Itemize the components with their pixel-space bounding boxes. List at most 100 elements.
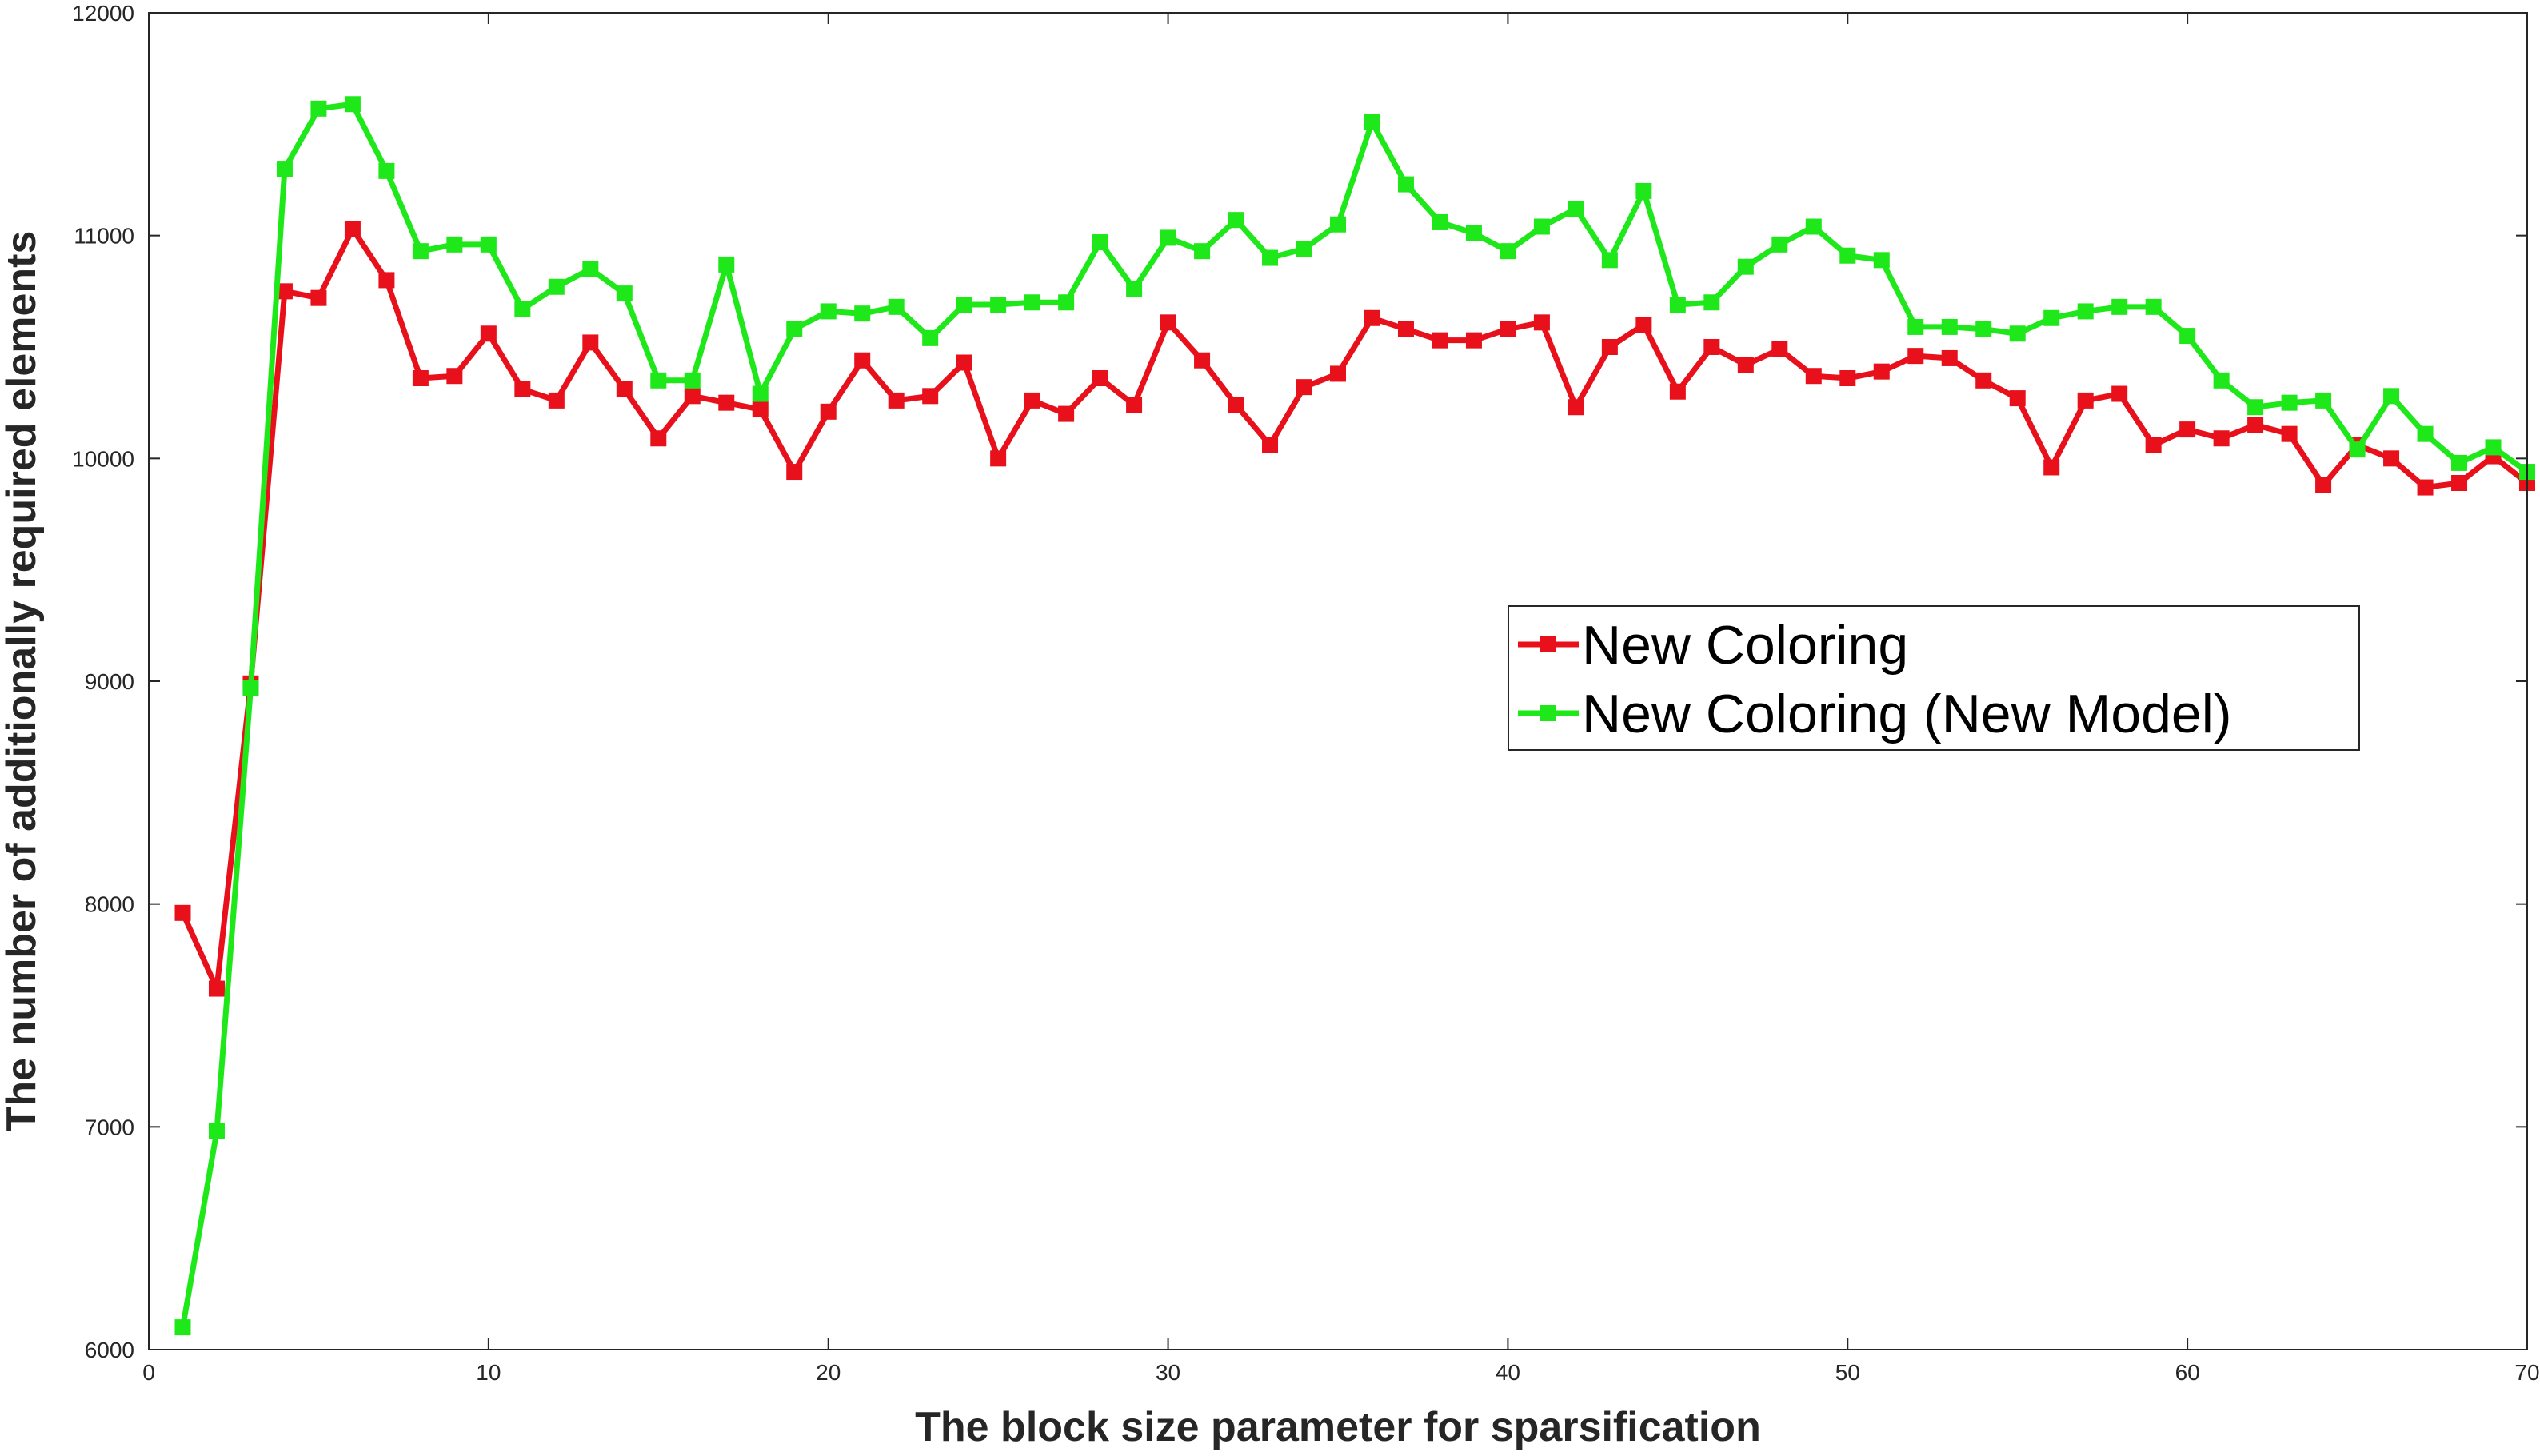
y-tick-label: 7000 (85, 1115, 134, 1139)
data-point (1737, 258, 1754, 275)
data-point (2417, 425, 2434, 442)
data-point (922, 329, 939, 346)
data-point (2383, 450, 2400, 467)
data-point (786, 464, 803, 481)
data-point (1397, 176, 1414, 193)
x-tick-label: 20 (816, 1360, 841, 1385)
data-point (1432, 332, 1448, 349)
data-point (1330, 216, 1346, 233)
data-point (446, 368, 463, 385)
data-point (718, 256, 735, 273)
data-point (1126, 281, 1143, 297)
data-point (412, 370, 429, 387)
data-point (1024, 392, 1040, 409)
data-point (1737, 357, 1754, 373)
data-point (1975, 372, 1992, 389)
data-point (1805, 218, 1822, 235)
data-point (412, 243, 429, 260)
data-point (616, 285, 633, 302)
data-point (2315, 392, 2332, 409)
data-point (1873, 363, 1890, 380)
data-point (1058, 294, 1075, 311)
data-point (1601, 252, 1618, 269)
data-point (2485, 439, 2502, 456)
data-point (1907, 318, 1924, 335)
data-point (888, 298, 905, 315)
x-tick-label: 40 (1496, 1360, 1520, 1385)
data-point (276, 283, 293, 300)
data-point (1771, 341, 1788, 357)
data-point (1601, 339, 1618, 355)
x-axis-title: The block size parameter for sparsificat… (915, 1404, 1761, 1450)
data-point (1907, 348, 1924, 365)
data-point (786, 321, 803, 337)
series-line (180, 225, 2530, 992)
x-tick-label: 30 (1156, 1360, 1180, 1385)
data-point (344, 96, 361, 113)
data-point (1364, 309, 1380, 326)
data-point (1024, 294, 1040, 311)
data-point (582, 334, 599, 351)
data-point (990, 297, 1007, 313)
data-point (956, 354, 972, 371)
legend-label: New Coloring (1582, 615, 1908, 676)
data-point (1941, 318, 1958, 335)
data-point (548, 278, 565, 295)
data-point (2111, 385, 2128, 402)
data-point (2145, 437, 2162, 453)
data-point (1432, 213, 1448, 230)
data-point (2213, 372, 2230, 389)
data-point (514, 301, 531, 317)
data-point (1669, 383, 1686, 400)
series-2 (174, 96, 2535, 1336)
data-point (956, 297, 972, 313)
data-point (650, 372, 667, 389)
data-point (684, 388, 701, 405)
x-tick-label: 70 (2514, 1360, 2539, 1385)
data-point (2145, 298, 2162, 315)
data-point (1194, 243, 1211, 260)
data-point (1703, 294, 1720, 311)
data-point (2179, 421, 2196, 438)
data-point (2417, 479, 2434, 496)
data-point (2179, 328, 2196, 345)
y-tick-label: 10000 (72, 446, 134, 471)
x-tick-label: 10 (476, 1360, 501, 1385)
legend-label: New Coloring (New Model) (1582, 684, 2231, 744)
data-point (1873, 252, 1890, 269)
data-point (1364, 114, 1380, 130)
data-point (174, 1319, 191, 1336)
data-point (310, 289, 327, 306)
x-tick-label: 50 (1835, 1360, 1860, 1385)
data-point (1126, 397, 1143, 413)
x-tick-label: 60 (2175, 1360, 2200, 1385)
data-point (1500, 321, 1516, 337)
y-tick-label: 12000 (72, 1, 134, 26)
data-point (2111, 298, 2128, 315)
data-point (1941, 349, 1958, 366)
data-point (2383, 388, 2400, 405)
data-point (1228, 397, 1244, 413)
data-point (1975, 321, 1992, 337)
series-line (180, 101, 2530, 1328)
data-point (1262, 437, 1279, 453)
data-point (548, 392, 565, 409)
data-point (616, 381, 633, 397)
data-point (1635, 182, 1652, 199)
data-point (1568, 201, 1584, 217)
data-point (2451, 454, 2468, 471)
data-point (2213, 430, 2230, 447)
data-point (2451, 474, 2468, 491)
data-point (1092, 234, 1108, 251)
data-point (1703, 339, 1720, 355)
data-point (650, 430, 667, 447)
data-point (2247, 399, 2264, 416)
data-point (820, 403, 837, 420)
data-point (1465, 225, 1482, 241)
data-point (480, 325, 497, 342)
y-tick-label: 6000 (85, 1338, 134, 1362)
data-point (1397, 321, 1414, 337)
data-point (1465, 332, 1482, 349)
data-point (2281, 425, 2298, 442)
